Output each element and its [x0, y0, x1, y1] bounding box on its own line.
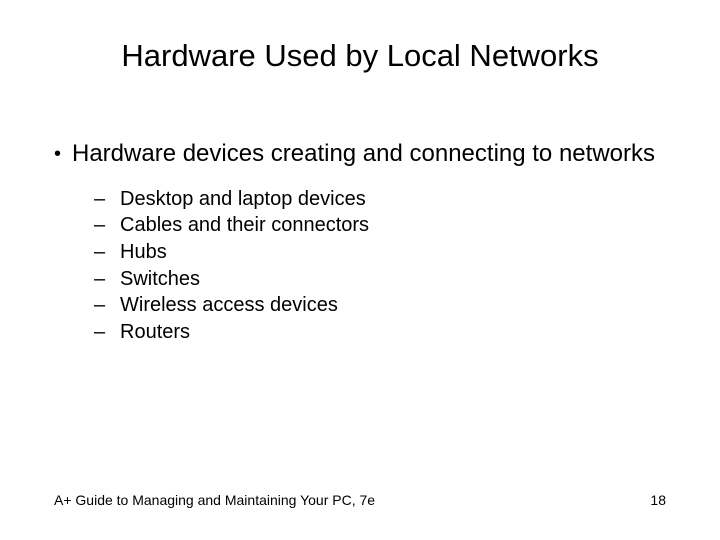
bullet-level2-text: Wireless access devices: [120, 293, 666, 319]
slide: Hardware Used by Local Networks • Hardwa…: [0, 0, 720, 540]
bullet-level2-item: – Desktop and laptop devices: [94, 187, 666, 213]
slide-body: • Hardware devices creating and connecti…: [54, 140, 666, 346]
bullet-level2-item: – Cables and their connectors: [94, 213, 666, 239]
bullet-level1-text: Hardware devices creating and connecting…: [72, 140, 666, 169]
bullet-level1: • Hardware devices creating and connecti…: [54, 140, 666, 169]
bullet-level2-text: Cables and their connectors: [120, 213, 666, 239]
dash-icon: –: [94, 293, 120, 319]
bullet-level2-item: – Hubs: [94, 240, 666, 266]
bullet-level2-text: Switches: [120, 267, 666, 293]
bullet-level2-item: – Wireless access devices: [94, 293, 666, 319]
bullet-level2-text: Hubs: [120, 240, 666, 266]
dash-icon: –: [94, 187, 120, 213]
dash-icon: –: [94, 320, 120, 346]
bullet-level2-item: – Routers: [94, 320, 666, 346]
footer-text: A+ Guide to Managing and Maintaining You…: [54, 492, 375, 508]
page-number: 18: [650, 492, 666, 508]
bullet-level2-text: Routers: [120, 320, 666, 346]
slide-title: Hardware Used by Local Networks: [0, 38, 720, 74]
dash-icon: –: [94, 267, 120, 293]
dash-icon: –: [94, 240, 120, 266]
bullet-level2-list: – Desktop and laptop devices – Cables an…: [94, 187, 666, 346]
bullet-level2-item: – Switches: [94, 267, 666, 293]
bullet-level2-text: Desktop and laptop devices: [120, 187, 666, 213]
dash-icon: –: [94, 213, 120, 239]
bullet-dot-icon: •: [54, 142, 72, 166]
